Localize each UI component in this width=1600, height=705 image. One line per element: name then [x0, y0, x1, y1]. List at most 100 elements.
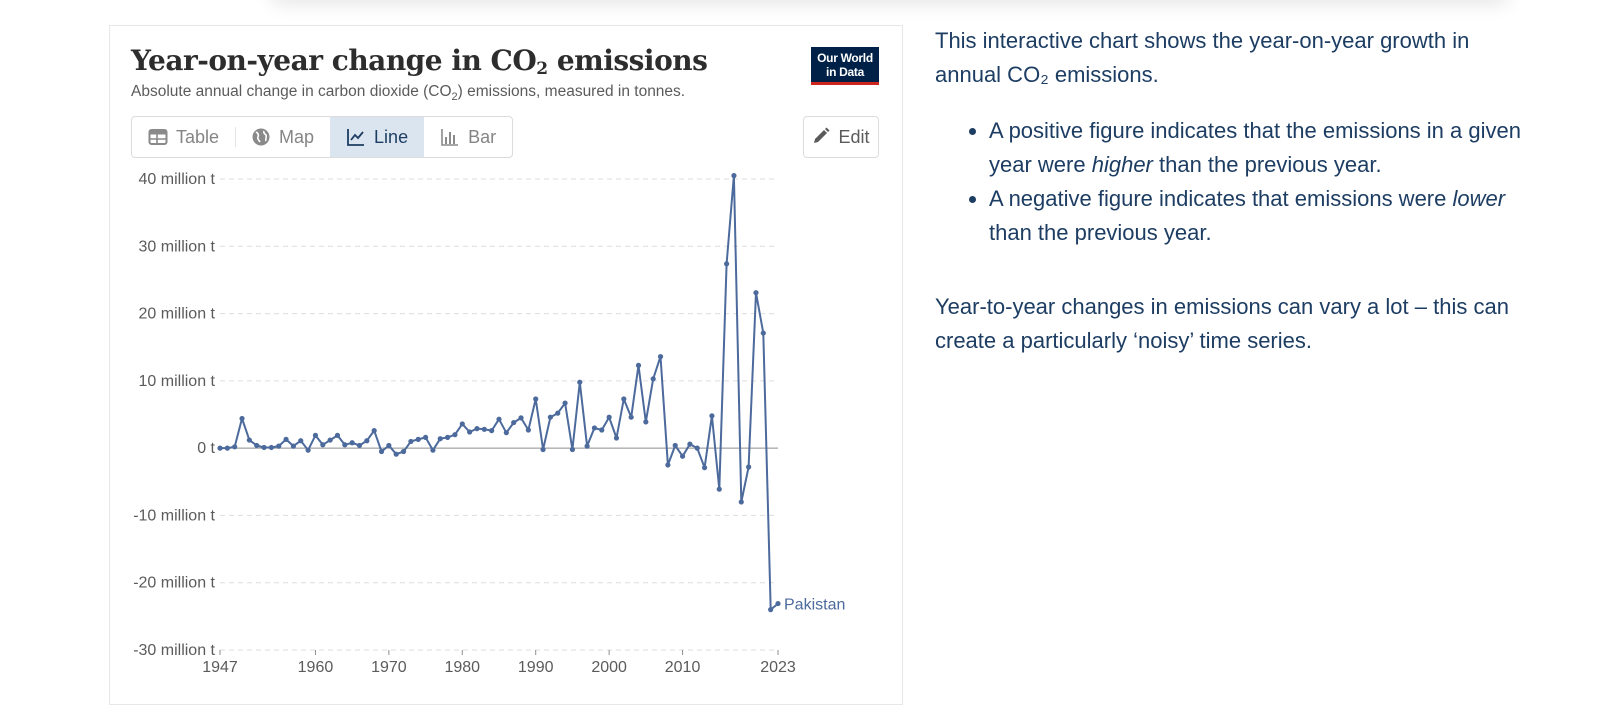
data-point — [738, 499, 744, 505]
data-point — [496, 416, 502, 422]
data-point — [334, 432, 341, 438]
data-point — [760, 330, 766, 336]
tab-bar-label: Bar — [468, 126, 497, 147]
x-tick-label: 1960 — [298, 659, 334, 676]
data-point — [467, 429, 473, 435]
tab-line[interactable]: Line — [330, 117, 425, 157]
data-point — [533, 396, 539, 402]
data-point — [276, 443, 282, 449]
tab-bar[interactable]: Bar — [424, 117, 512, 157]
data-point — [224, 445, 230, 451]
description-bullet: A negative figure indicates that emissio… — [989, 182, 1535, 250]
x-tick-label: 1947 — [202, 659, 238, 676]
y-tick-label: 20 million t — [139, 306, 216, 323]
data-point — [650, 376, 656, 382]
chart-view-tabs: Table Map Line Bar — [131, 116, 514, 158]
data-point — [489, 428, 495, 434]
data-point — [518, 415, 524, 421]
data-point — [746, 464, 752, 470]
data-point — [643, 419, 649, 425]
logo-line-1: Our World — [817, 51, 873, 65]
data-point — [599, 427, 605, 433]
y-tick-label: -20 million t — [133, 575, 215, 592]
series-line-pakistan — [220, 174, 779, 611]
data-point — [268, 444, 274, 451]
data-point — [261, 444, 267, 451]
y-tick-label: 10 million t — [139, 373, 216, 390]
data-point — [298, 438, 304, 444]
data-point — [613, 435, 620, 441]
data-point — [606, 414, 612, 420]
data-point — [378, 448, 385, 455]
globe-icon — [251, 127, 271, 147]
data-point — [364, 438, 370, 444]
data-point — [290, 443, 297, 449]
data-point — [305, 447, 311, 453]
y-tick-label: -30 million t — [133, 642, 215, 659]
y-tick-label: -10 million t — [133, 507, 215, 524]
data-point — [503, 430, 509, 436]
data-point — [591, 425, 598, 431]
data-point — [445, 434, 451, 440]
table-icon — [148, 127, 168, 147]
data-point — [701, 465, 708, 471]
tab-line-label: Line — [374, 126, 409, 147]
data-point — [716, 486, 722, 492]
chart-title: Year-on-year change in CO2 emissions — [131, 44, 708, 79]
data-point — [709, 413, 715, 419]
data-point — [672, 442, 678, 449]
edit-button[interactable]: Edit — [803, 116, 879, 158]
x-tick-label: 1980 — [444, 659, 480, 676]
data-point — [687, 441, 693, 447]
data-point — [679, 453, 686, 459]
x-tick-label: 2023 — [760, 659, 796, 676]
data-point — [569, 446, 576, 453]
data-point — [452, 432, 458, 438]
tab-table[interactable]: Table — [132, 117, 235, 157]
data-point — [246, 437, 252, 443]
data-point — [327, 437, 333, 443]
data-point — [628, 414, 634, 420]
y-tick-label: 40 million t — [139, 171, 216, 188]
data-point — [415, 436, 421, 442]
data-point — [525, 427, 531, 433]
description-bullet: A positive figure indicates that the emi… — [989, 114, 1535, 182]
data-point — [386, 442, 392, 449]
data-point — [232, 444, 238, 450]
data-point — [731, 173, 737, 179]
x-tick-label: 1970 — [371, 659, 407, 676]
line-chart-icon — [346, 127, 366, 147]
description-intro: This interactive chart shows the year-on… — [935, 28, 1470, 87]
data-point — [584, 443, 590, 449]
data-point — [356, 442, 363, 449]
data-point — [312, 432, 319, 438]
our-world-in-data-logo[interactable]: Our World in Data — [811, 47, 879, 85]
data-point — [481, 426, 487, 432]
data-point — [511, 419, 517, 426]
tab-table-label: Table — [176, 126, 220, 147]
data-point — [400, 448, 407, 455]
bar-chart-icon — [440, 127, 460, 147]
x-tick-label: 2000 — [591, 659, 627, 676]
data-point — [430, 447, 436, 453]
y-tick-label: 0 t — [197, 440, 215, 457]
data-point — [239, 415, 245, 422]
data-point — [320, 442, 326, 448]
data-point — [393, 451, 399, 457]
data-point — [753, 290, 759, 296]
data-point — [349, 440, 355, 446]
data-point — [577, 379, 583, 385]
data-point — [724, 261, 730, 267]
tab-map-label: Map — [279, 126, 315, 147]
x-tick-label: 2010 — [665, 659, 701, 676]
x-tick-label: 1990 — [518, 659, 554, 676]
description-bullets: A positive figure indicates that the emi… — [935, 114, 1535, 250]
data-point — [657, 354, 664, 360]
data-point — [437, 436, 443, 442]
data-point — [217, 445, 223, 451]
data-point — [768, 607, 774, 613]
tab-map[interactable]: Map — [235, 117, 330, 157]
data-point — [555, 410, 561, 416]
logo-line-2: in Data — [826, 65, 864, 79]
chart-description: This interactive chart shows the year-on… — [935, 24, 1535, 358]
